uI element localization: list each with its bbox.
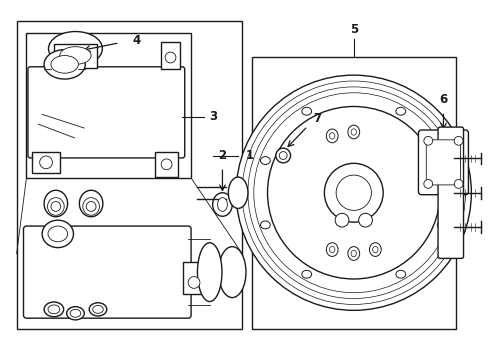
Ellipse shape <box>42 220 73 248</box>
Ellipse shape <box>372 246 377 253</box>
Circle shape <box>453 136 462 145</box>
Text: 2: 2 <box>218 149 226 162</box>
Circle shape <box>324 163 383 222</box>
Ellipse shape <box>66 307 84 320</box>
Ellipse shape <box>329 133 334 139</box>
Ellipse shape <box>369 243 381 256</box>
Ellipse shape <box>301 270 311 278</box>
Ellipse shape <box>301 107 311 115</box>
Ellipse shape <box>44 190 67 217</box>
Ellipse shape <box>279 152 286 159</box>
FancyBboxPatch shape <box>28 67 184 158</box>
Ellipse shape <box>79 190 102 217</box>
Ellipse shape <box>48 226 67 242</box>
Ellipse shape <box>325 243 337 256</box>
Text: 5: 5 <box>349 23 357 36</box>
Circle shape <box>236 75 470 310</box>
Ellipse shape <box>48 32 102 66</box>
Ellipse shape <box>436 221 446 229</box>
Ellipse shape <box>60 47 91 64</box>
Bar <box>161 42 180 69</box>
Bar <box>155 152 178 177</box>
Ellipse shape <box>197 243 222 302</box>
Circle shape <box>161 159 172 170</box>
Bar <box>32 152 60 173</box>
Bar <box>54 44 97 68</box>
Ellipse shape <box>228 177 247 208</box>
Ellipse shape <box>70 309 81 317</box>
Text: 4: 4 <box>132 34 140 48</box>
Ellipse shape <box>436 157 446 165</box>
Ellipse shape <box>44 50 85 79</box>
Ellipse shape <box>86 202 96 211</box>
Text: 3: 3 <box>209 110 217 123</box>
Circle shape <box>267 107 439 279</box>
FancyBboxPatch shape <box>418 130 468 195</box>
Ellipse shape <box>350 129 356 135</box>
Ellipse shape <box>93 305 103 313</box>
Bar <box>251 57 455 329</box>
Circle shape <box>358 213 372 227</box>
Bar <box>17 21 242 329</box>
Text: 7: 7 <box>313 112 321 125</box>
Ellipse shape <box>395 107 405 115</box>
Circle shape <box>40 156 52 169</box>
Ellipse shape <box>51 55 78 73</box>
Ellipse shape <box>275 148 290 163</box>
Circle shape <box>188 276 200 288</box>
Ellipse shape <box>212 193 232 216</box>
Ellipse shape <box>89 303 106 316</box>
Ellipse shape <box>47 198 64 215</box>
Ellipse shape <box>350 250 356 257</box>
Bar <box>183 262 204 294</box>
Circle shape <box>165 52 176 63</box>
Ellipse shape <box>217 198 227 211</box>
Ellipse shape <box>329 246 334 253</box>
Ellipse shape <box>395 270 405 278</box>
Ellipse shape <box>218 247 245 298</box>
Circle shape <box>453 180 462 188</box>
Circle shape <box>335 175 371 210</box>
Text: 1: 1 <box>245 149 254 162</box>
Ellipse shape <box>82 198 99 215</box>
FancyBboxPatch shape <box>437 127 463 258</box>
Circle shape <box>423 180 432 188</box>
Ellipse shape <box>347 247 359 260</box>
Text: 6: 6 <box>438 93 447 106</box>
Ellipse shape <box>347 125 359 139</box>
FancyBboxPatch shape <box>23 226 191 318</box>
Ellipse shape <box>260 157 270 165</box>
Bar <box>26 33 191 178</box>
Ellipse shape <box>51 202 61 211</box>
Ellipse shape <box>44 302 63 317</box>
FancyBboxPatch shape <box>426 140 460 185</box>
Ellipse shape <box>48 305 60 314</box>
Ellipse shape <box>325 129 337 143</box>
Circle shape <box>334 213 348 227</box>
Ellipse shape <box>260 221 270 229</box>
Circle shape <box>423 136 432 145</box>
